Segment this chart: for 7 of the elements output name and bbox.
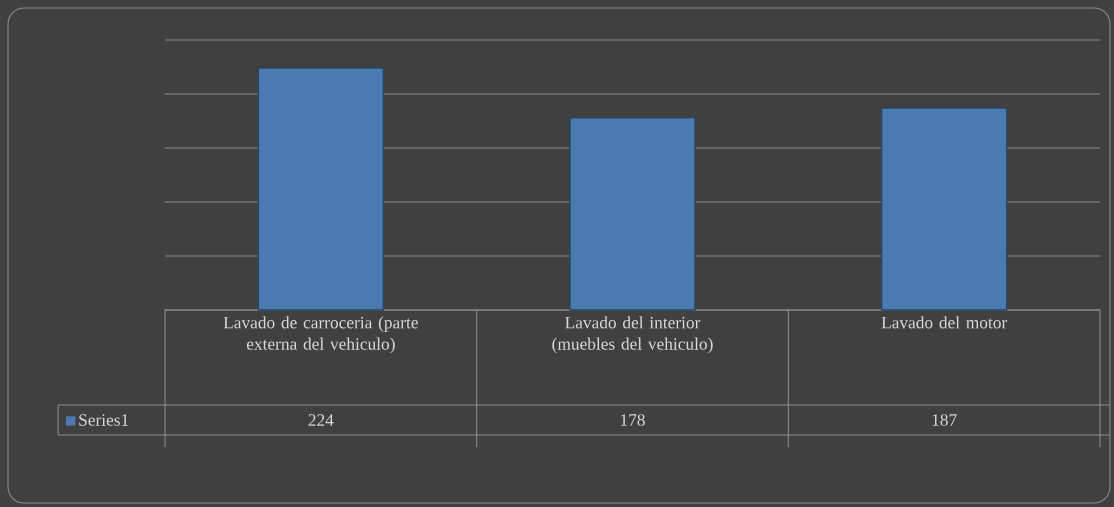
- data-label: 224: [308, 414, 334, 426]
- data-label: 178: [621, 414, 645, 426]
- x-tick-label: Lavado de carroceria (parte externa del vehiculo): [223, 316, 418, 354]
- legend-label: Series1: [79, 414, 129, 426]
- x-tick-label: Lavado del interior (muebles del vehiculo): [552, 316, 713, 354]
- data-label: 187: [932, 414, 957, 426]
- x-tick-label: Lavado del motor: [881, 316, 1008, 329]
